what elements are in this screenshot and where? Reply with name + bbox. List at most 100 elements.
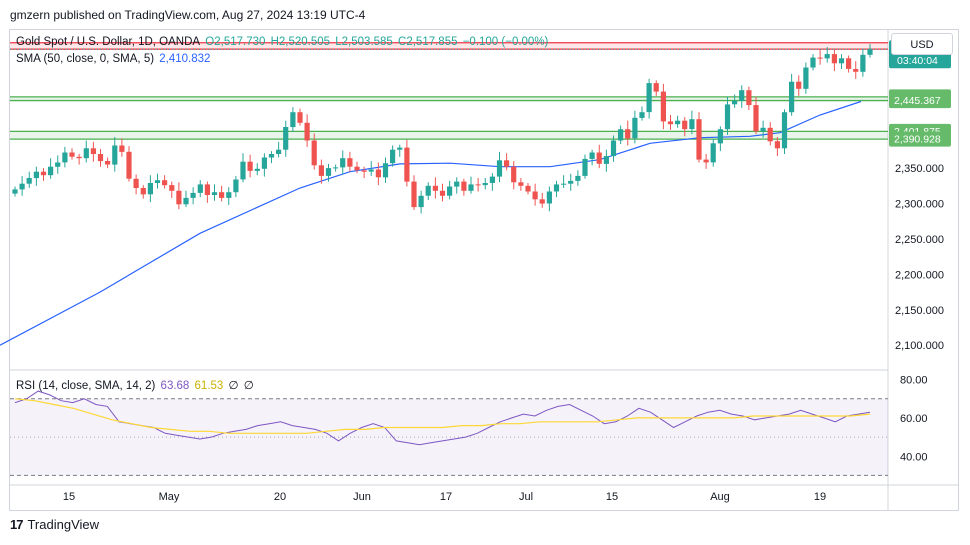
- candle-body-66: [482, 183, 488, 186]
- price-label-box-4: [889, 131, 951, 147]
- candle-body-60: [439, 190, 446, 196]
- candle-body-86: [625, 129, 631, 139]
- candle-body-0: [12, 189, 18, 194]
- candle-body-75: [546, 191, 552, 204]
- candle-body-58: [425, 185, 431, 196]
- candle-body-113: [817, 57, 823, 59]
- candle-body-40: [297, 112, 303, 123]
- candle-body-99: [717, 129, 723, 144]
- time-tick-label-4: 17: [440, 491, 452, 503]
- time-tick-label-5: Jul: [519, 491, 533, 503]
- candle-body-119: [860, 54, 866, 72]
- sma-value: 2,410.832: [159, 53, 211, 65]
- rsi-band: [10, 398, 888, 476]
- candle-body-17: [133, 178, 139, 188]
- time-tick-label-2: 20: [274, 491, 286, 503]
- price-tick-label-3: 2,200.000: [895, 269, 944, 281]
- candle-body-69: [504, 160, 510, 167]
- candle-body-91: [660, 91, 666, 122]
- candle-body-96: [696, 119, 702, 160]
- candle-body-97: [703, 159, 709, 163]
- candle-body-29: [219, 192, 225, 198]
- zone-band-0: [10, 42, 888, 50]
- time-tick-label-8: 19: [814, 491, 826, 503]
- candle-body-115: [831, 54, 837, 64]
- candle-body-95: [689, 119, 695, 130]
- candle-body-74: [539, 199, 545, 204]
- candle-body-117: [846, 58, 852, 69]
- candle-body-3: [33, 171, 39, 179]
- candle-body-87: [632, 117, 638, 139]
- candle-body-63: [461, 181, 467, 191]
- rsi-value: 63.68: [160, 380, 190, 392]
- price-tick-label-0: 2,350.000: [895, 163, 944, 175]
- candle-body-104: [753, 105, 759, 132]
- candle-body-21: [162, 180, 168, 186]
- candle-body-11: [90, 148, 96, 154]
- price-tick-label-1: 2,300.000: [895, 199, 944, 211]
- candle-body-81: [589, 152, 595, 159]
- candle-body-20: [154, 180, 161, 183]
- candle-body-2: [26, 178, 32, 184]
- candle-body-120: [867, 49, 873, 55]
- price-tick-label-4: 2,150.000: [895, 305, 944, 317]
- candle-body-48: [354, 166, 360, 171]
- rsi-extra-1: ∅: [228, 380, 239, 392]
- time-tick-label-3: Jun: [353, 491, 371, 503]
- candle-body-92: [667, 121, 674, 125]
- candle-body-103: [746, 90, 752, 106]
- rsi-sma-line: [14, 398, 871, 434]
- candle-body-32: [240, 161, 246, 180]
- candle-body-39: [290, 112, 296, 128]
- candle-body-35: [261, 157, 267, 169]
- candle-body-118: [853, 69, 859, 72]
- symbol-legend: Gold Spot / U.S. Dollar, 1D, OANDA O2,51…: [16, 36, 550, 48]
- candle-body-25: [190, 192, 196, 198]
- candle-body-73: [532, 191, 538, 200]
- currency-button[interactable]: USD: [891, 33, 953, 55]
- rsi-line: [14, 390, 871, 446]
- rsi-tick-label-0: 80.00: [900, 375, 928, 387]
- candle-body-116: [838, 58, 845, 64]
- candle-body-37: [276, 149, 282, 154]
- candle-body-82: [596, 152, 602, 164]
- close-value: C2,517.855: [398, 36, 458, 48]
- rsi-label: RSI (14, close, SMA, 14, 2): [16, 380, 156, 392]
- candle-body-64: [468, 184, 474, 191]
- candle-body-70: [511, 166, 517, 183]
- candle-body-28: [211, 192, 218, 195]
- time-tick-label-6: 15: [606, 491, 618, 503]
- candle-body-76: [553, 184, 560, 192]
- candle-body-47: [347, 158, 353, 167]
- candle-body-14: [112, 145, 118, 165]
- time-tick-label-7: Aug: [710, 491, 730, 503]
- candle-body-80: [582, 158, 588, 176]
- candle-body-8: [69, 152, 75, 157]
- candle-body-49: [361, 170, 367, 172]
- candle-body-61: [447, 186, 453, 196]
- candle-body-101: [732, 100, 738, 105]
- candle-body-106: [767, 127, 773, 142]
- price-label-4: 2,390.928: [894, 134, 941, 146]
- candle-body-100: [724, 104, 731, 130]
- candle-body-33: [247, 161, 253, 171]
- time-tick-label-0: 15: [63, 491, 75, 503]
- sma-line: [0, 100, 862, 346]
- candle-body-78: [568, 180, 574, 184]
- chart-frame[interactable]: [9, 29, 959, 511]
- candle-body-1: [19, 183, 25, 190]
- candle-body-93: [675, 120, 681, 125]
- candle-body-4: [40, 171, 47, 176]
- candle-body-53: [390, 149, 396, 164]
- candle-body-12: [97, 154, 104, 162]
- symbol-name: Gold Spot / U.S. Dollar, 1D, OANDA: [16, 36, 201, 48]
- zone-band-2: [10, 131, 888, 140]
- candle-body-88: [639, 112, 645, 118]
- candle-body-54: [397, 147, 403, 150]
- candle-body-111: [803, 67, 809, 89]
- footer-brand-text: TradingView: [27, 517, 100, 532]
- candle-body-112: [810, 57, 816, 68]
- candle-body-18: [140, 188, 146, 195]
- candle-body-50: [368, 169, 374, 172]
